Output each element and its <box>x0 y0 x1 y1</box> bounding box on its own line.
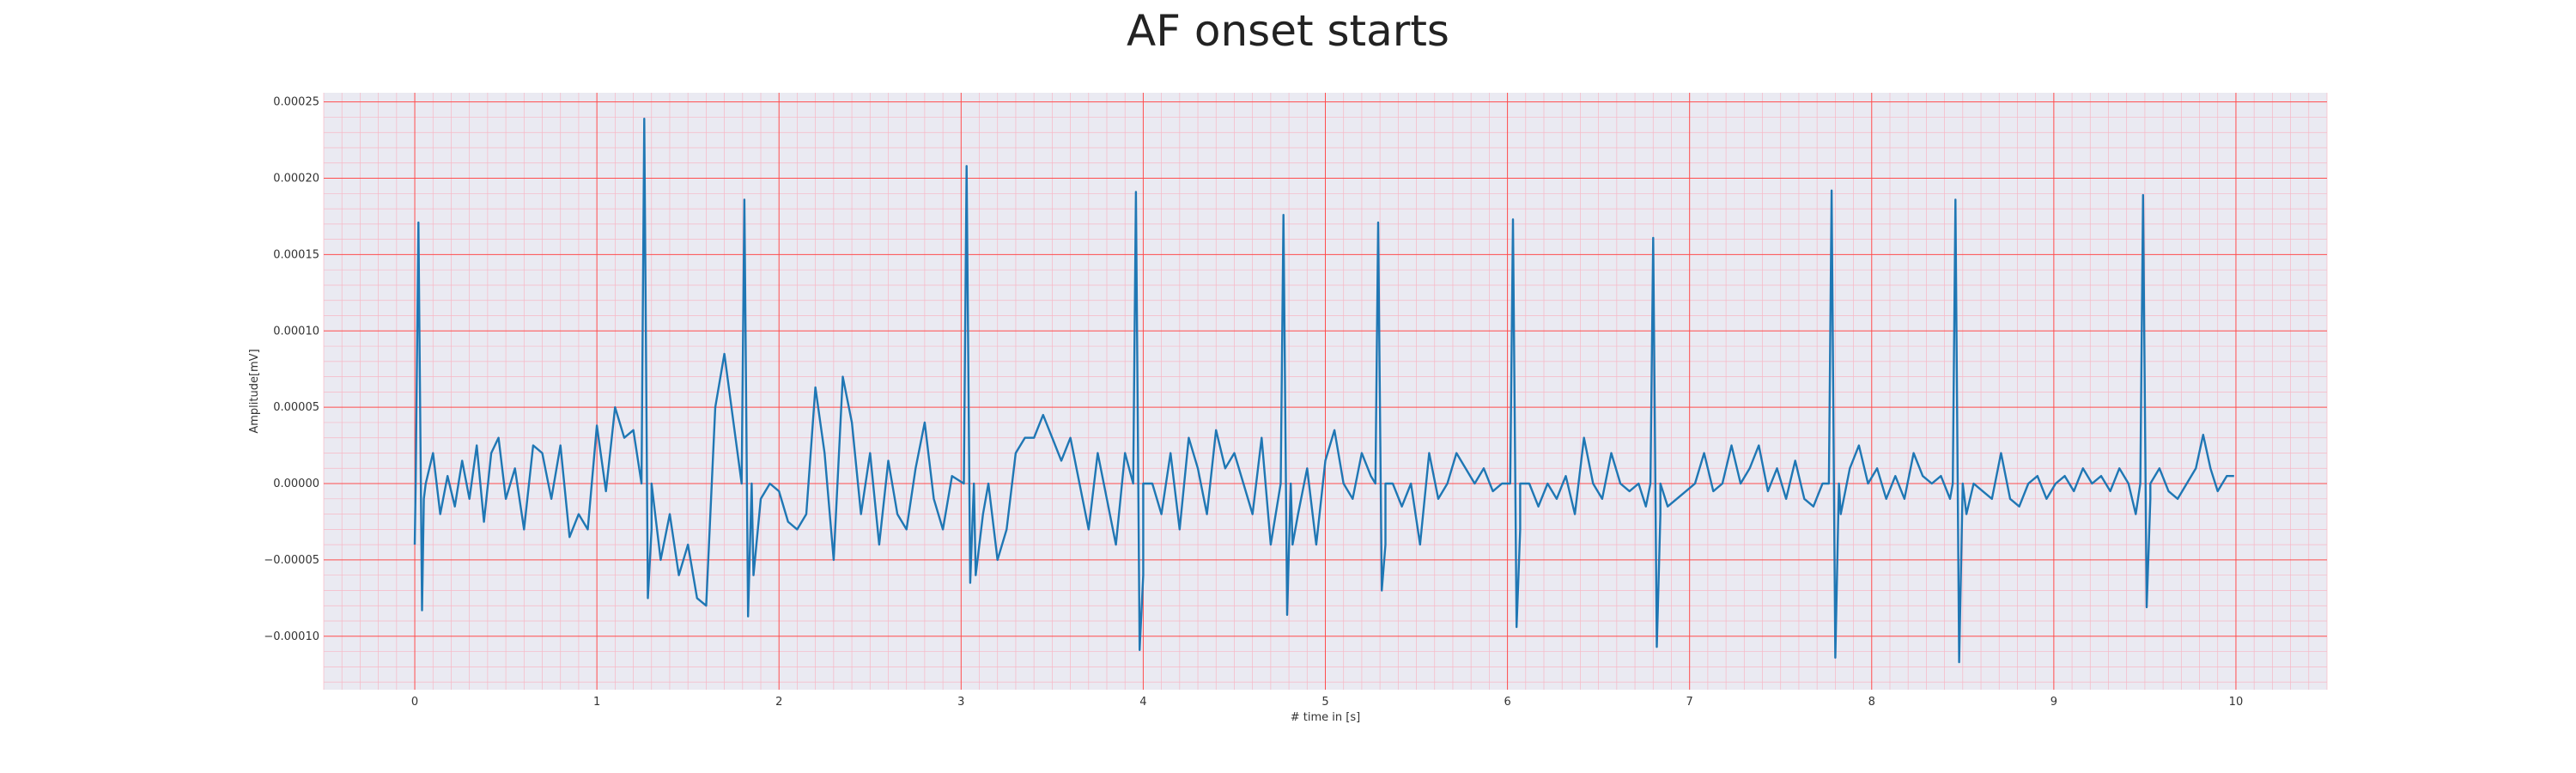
x-tick-label: 8 <box>1868 696 1875 709</box>
y-tick-label: −0.00010 <box>264 630 319 643</box>
x-tick-label: 0 <box>411 696 418 709</box>
y-tick-label: 0.00005 <box>273 401 319 414</box>
x-axis-label: # time in [s] <box>1291 711 1360 724</box>
y-axis-ticks: −0.00010 −0.00005 0.00000 0.00005 0.00010 0.0… <box>264 96 319 643</box>
y-tick-label: 0.00015 <box>273 248 319 261</box>
y-tick-label: 0.00025 <box>273 96 319 109</box>
x-tick-label: 3 <box>957 696 964 709</box>
series-group <box>413 118 2234 664</box>
major-grid <box>324 93 2327 690</box>
y-tick-label: 0.00020 <box>273 173 319 186</box>
x-tick-label: 5 <box>1321 696 1328 709</box>
x-tick-label: 2 <box>775 696 782 709</box>
y-tick-label: −0.00005 <box>264 554 319 567</box>
x-tick-label: 7 <box>1686 696 1693 709</box>
x-tick-label: 1 <box>593 696 600 709</box>
y-axis-label: Amplitude[mV] <box>248 349 261 433</box>
y-tick-label: 0.00010 <box>273 325 319 338</box>
x-tick-label: 6 <box>1504 696 1510 709</box>
x-axis-ticks: 0 1 2 3 4 5 6 7 8 9 10 <box>411 696 2243 709</box>
ecg-series-line <box>413 118 2234 664</box>
x-tick-label: 9 <box>2050 696 2057 709</box>
chart-title: AF onset starts <box>1127 6 1449 56</box>
x-tick-label: 4 <box>1139 696 1146 709</box>
y-tick-label: 0.00000 <box>273 478 319 490</box>
x-tick-label: 10 <box>2229 696 2244 709</box>
